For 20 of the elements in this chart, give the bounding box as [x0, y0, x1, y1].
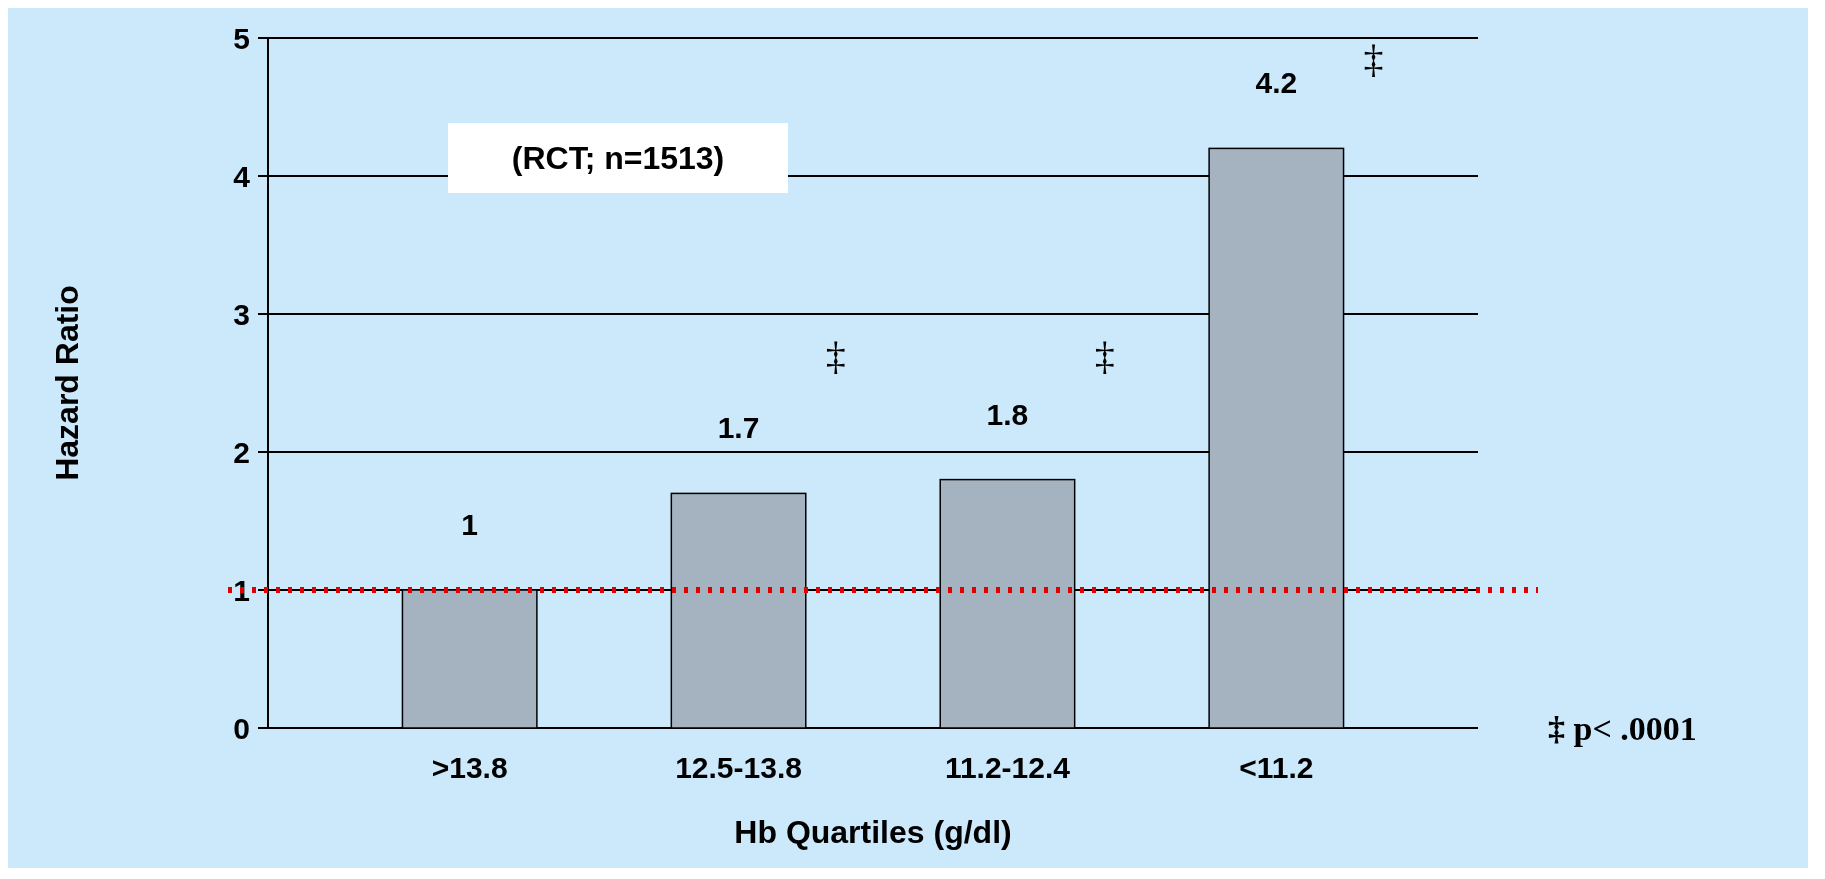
- y-axis-title: Hazard Ratio: [49, 285, 85, 481]
- data-label: 1.8: [986, 397, 1029, 431]
- y-tick-label: 3: [233, 297, 250, 331]
- data-label: 4.2: [1255, 66, 1298, 100]
- text: ‡ p< .0001: [1548, 709, 1697, 747]
- y-tick-label: 2: [233, 435, 250, 469]
- annotation: ‡: [825, 333, 846, 379]
- x-tick-label: <11.2: [1239, 751, 1314, 784]
- data-label: 1: [461, 508, 479, 541]
- y-tick-label: 5: [233, 21, 250, 55]
- annotation: ‡: [1094, 333, 1115, 379]
- x-tick-label: 11.2-12.4: [944, 751, 1071, 784]
- data-label: 1.7: [717, 411, 760, 445]
- y-tick-label: 0: [233, 711, 250, 745]
- y-tick-label: 4: [233, 159, 251, 193]
- x-tick-label: 12.5-13.8: [675, 751, 802, 784]
- x-tick-label: >13.8: [431, 751, 508, 784]
- annotation: ‡: [1363, 36, 1384, 81]
- annotation: (RCT; n=1513): [511, 140, 725, 177]
- x-axis-title: Hb Quartiles (g/dl): [734, 814, 1012, 850]
